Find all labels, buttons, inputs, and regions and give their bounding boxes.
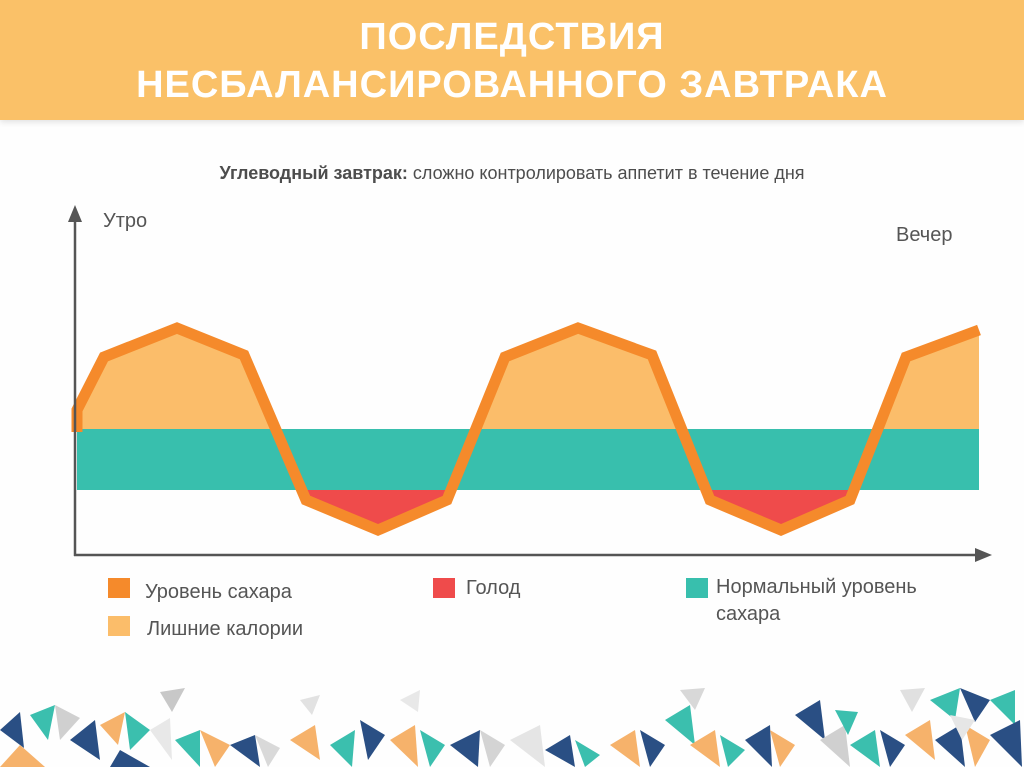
legend-swatch-hunger (433, 578, 455, 598)
hunger-area-1 (301, 490, 451, 530)
legend-label-normal-line1: Нормальный уровень (716, 576, 917, 598)
legend-label-hunger: Голод (466, 577, 521, 599)
legend-label-sugar-level: Уровень сахара (145, 581, 292, 603)
title-line-1: ПОСЛЕДСТВИЯ (359, 16, 665, 58)
normal-sugar-band (77, 429, 979, 490)
x-axis-arrow (975, 548, 992, 562)
extra-calories-area-3 (880, 330, 979, 429)
subtitle-rest: сложно контролировать аппетит в течение … (407, 163, 805, 183)
legend-label-extra-calories: Лишние калории (147, 618, 304, 640)
hunger-area-2 (706, 490, 853, 530)
header-banner: ПОСЛЕДСТВИЯ НЕСБАЛАНСИРОВАННОГО ЗАВТРАКА (0, 0, 1024, 120)
legend-swatch-extra-calories (108, 616, 130, 636)
axis-label-morning: Утро (103, 210, 148, 232)
subtitle-bold: Углеводный завтрак: (219, 163, 408, 183)
y-axis-arrow (68, 205, 82, 222)
legend-label-normal-line2: сахара (716, 603, 781, 625)
sugar-level-line (71, 322, 981, 536)
triangle-cluster-left (0, 688, 600, 767)
title-line-2: НЕСБАЛАНСИРОВАННОГО ЗАВТРАКА (136, 64, 888, 106)
legend-swatch-sugar-level (108, 578, 130, 598)
axis-label-evening: Вечер (896, 224, 953, 246)
subtitle: Углеводный завтрак: сложно контролироват… (0, 163, 1024, 184)
legend-swatch-normal-sugar (686, 578, 708, 598)
triangle-cluster-right (610, 688, 1022, 767)
